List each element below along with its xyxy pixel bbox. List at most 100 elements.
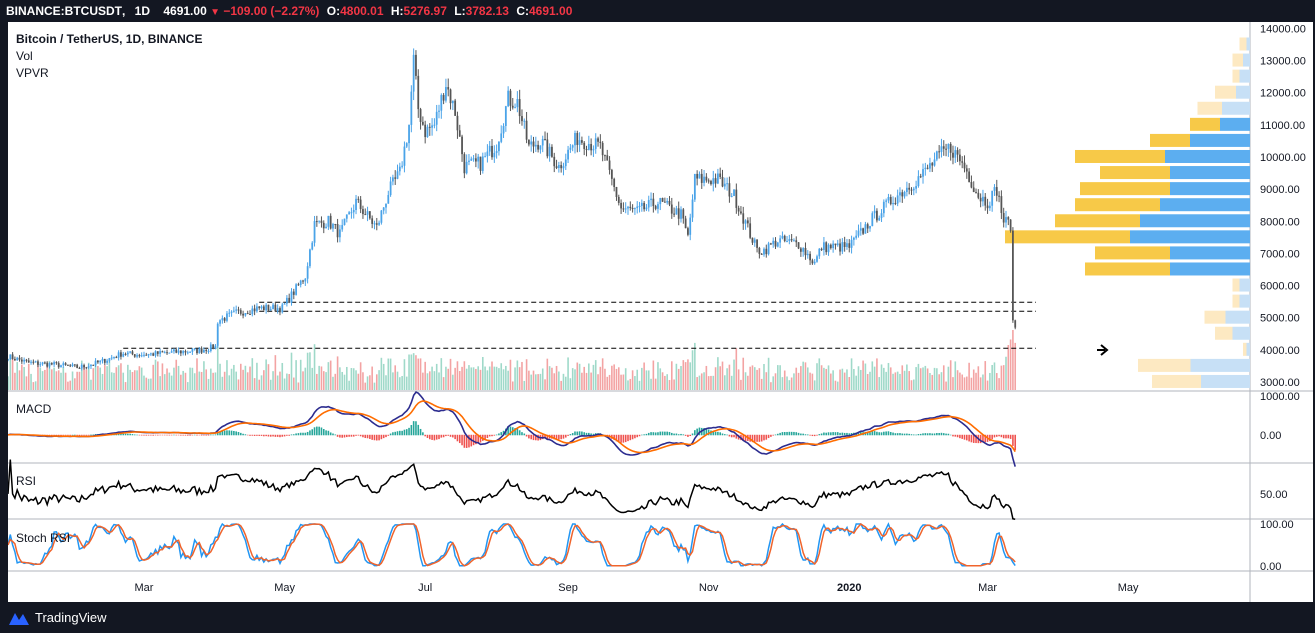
candle-body bbox=[507, 90, 510, 107]
volume-bar bbox=[205, 369, 208, 390]
macd-histogram-bar bbox=[945, 433, 947, 436]
volume-bar bbox=[896, 371, 899, 390]
macd-histogram-bar bbox=[620, 434, 622, 443]
macd-histogram-bar bbox=[887, 431, 890, 436]
candle-body bbox=[954, 150, 957, 158]
candle-body bbox=[304, 278, 307, 282]
symbol-name[interactable]: BINANCE:BTCUSDT bbox=[6, 4, 122, 18]
last-price: 4691.00 bbox=[163, 4, 207, 18]
volume-bar bbox=[433, 371, 436, 390]
volume-bar bbox=[620, 374, 622, 390]
candle-body bbox=[198, 348, 201, 354]
macd-histogram-bar bbox=[371, 434, 373, 440]
chart-svg[interactable]: 14000.00 13000.00 12000.00 11000.00 10000.00… bbox=[7, 22, 1313, 602]
vpvr-up-bar bbox=[1222, 101, 1250, 115]
macd-histogram-bar bbox=[797, 432, 800, 436]
candle-body bbox=[403, 146, 406, 166]
volume-bar bbox=[11, 357, 14, 390]
candle-body bbox=[200, 348, 203, 353]
macd-histogram-bar bbox=[435, 434, 438, 440]
tradingview-logo-icon[interactable] bbox=[8, 609, 30, 627]
candle-body bbox=[562, 166, 565, 169]
volume-bar bbox=[173, 367, 175, 390]
volume-bar bbox=[143, 375, 145, 390]
volume-bar bbox=[276, 375, 279, 390]
candle-body bbox=[716, 173, 719, 184]
candle-body bbox=[557, 165, 560, 168]
candle-body bbox=[564, 159, 567, 167]
candle-body bbox=[424, 124, 427, 138]
brand-name[interactable]: TradingView bbox=[35, 610, 107, 625]
macd-histogram-bar bbox=[461, 434, 463, 446]
candle-body bbox=[901, 192, 904, 197]
candle-body bbox=[952, 152, 954, 158]
candle-body bbox=[756, 239, 758, 248]
volume-bar bbox=[14, 372, 16, 390]
macd-histogram-bar bbox=[495, 434, 498, 436]
volume-bar bbox=[984, 361, 987, 390]
macd-histogram-bar bbox=[177, 434, 180, 436]
volume-bar bbox=[846, 369, 848, 390]
candle-body bbox=[203, 349, 205, 353]
macd-histogram-bar bbox=[899, 433, 901, 436]
volume-bar bbox=[166, 368, 168, 390]
volume-bar bbox=[530, 374, 532, 390]
macd-histogram-bar bbox=[145, 434, 148, 436]
price-tick-label: 9000.00 bbox=[1260, 184, 1300, 196]
candle-body bbox=[345, 214, 348, 219]
volume-bar bbox=[83, 365, 85, 390]
volume-bar bbox=[915, 367, 917, 390]
candle-body bbox=[456, 115, 459, 131]
volume-bar bbox=[1005, 356, 1007, 390]
macd-histogram-bar bbox=[242, 433, 244, 436]
volume-bar bbox=[290, 352, 293, 390]
volume-bar bbox=[737, 369, 740, 390]
macd-histogram-bar bbox=[216, 432, 219, 436]
chart-area[interactable]: 14000.00 13000.00 12000.00 11000.00 10000.00… bbox=[7, 22, 1313, 602]
volume-bar bbox=[269, 379, 272, 390]
candle-body bbox=[461, 136, 463, 155]
candle-body bbox=[382, 207, 385, 211]
macd-histogram-bar bbox=[825, 432, 828, 436]
volume-bar bbox=[601, 358, 604, 390]
volume-bar bbox=[44, 369, 46, 390]
volume-bar bbox=[783, 370, 786, 390]
candle-body bbox=[640, 202, 643, 206]
macd-histogram-bar bbox=[836, 432, 839, 436]
macd-histogram-bar bbox=[403, 429, 406, 436]
candle-body bbox=[896, 195, 899, 204]
volume-bar bbox=[666, 374, 668, 390]
macd-histogram-bar bbox=[196, 434, 198, 436]
macd-histogram-bar bbox=[818, 434, 821, 436]
macd-histogram-bar bbox=[516, 428, 519, 436]
volume-bar bbox=[889, 367, 892, 390]
candle-body bbox=[689, 217, 692, 235]
macd-histogram-bar bbox=[267, 434, 270, 437]
candle-body bbox=[318, 220, 321, 222]
macd-histogram-bar bbox=[846, 432, 848, 436]
candle-body bbox=[73, 364, 76, 366]
candle-body bbox=[942, 146, 945, 149]
macd-histogram-bar bbox=[369, 434, 371, 439]
macd-histogram-bar bbox=[168, 434, 171, 436]
candle-body bbox=[663, 201, 666, 203]
volume-bar bbox=[334, 373, 337, 390]
low-value: 3782.13 bbox=[465, 4, 509, 18]
candle-body bbox=[262, 306, 265, 311]
candle-body bbox=[571, 145, 574, 148]
candle-body bbox=[214, 345, 217, 349]
volume-bar bbox=[564, 376, 567, 390]
volume-bar bbox=[403, 359, 406, 390]
candle-body bbox=[325, 226, 327, 229]
macd-histogram-bar bbox=[788, 431, 791, 436]
macd-histogram-bar bbox=[166, 434, 168, 436]
macd-histogram-bar bbox=[569, 434, 572, 436]
volume-bar bbox=[90, 379, 92, 390]
volume-bar bbox=[926, 368, 929, 390]
candle-body bbox=[661, 198, 664, 202]
macd-histogram-bar bbox=[249, 434, 251, 436]
macd-histogram-bar bbox=[562, 434, 565, 439]
macd-line bbox=[7, 391, 1016, 467]
macd-histogram-bar bbox=[638, 434, 641, 437]
interval-label[interactable]: 1D bbox=[134, 4, 151, 18]
